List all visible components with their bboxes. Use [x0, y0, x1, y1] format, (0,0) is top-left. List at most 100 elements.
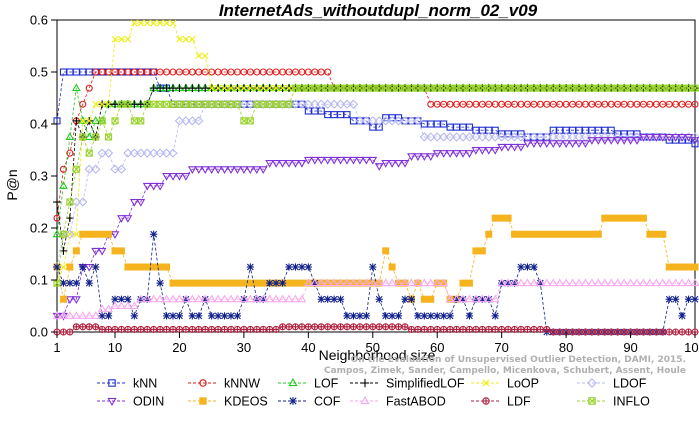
data-point-ldf — [607, 328, 615, 336]
data-point-ldof — [393, 116, 404, 126]
data-point-kdeos — [240, 279, 248, 287]
data-point-ldof — [632, 132, 642, 142]
data-point-cof — [530, 263, 538, 271]
data-point-fastabod — [671, 278, 681, 287]
data-point-odin — [349, 156, 358, 165]
legend-label-fastabod: FastABOD — [386, 395, 446, 409]
data-point-odin — [381, 160, 391, 168]
data-point-cof — [233, 312, 242, 320]
data-point-kdeos — [678, 263, 686, 271]
data-point-ldf — [614, 328, 622, 336]
data-point-kdeos — [98, 230, 106, 238]
series-inflo — [53, 84, 699, 287]
legend-label-kdeos: KDEOS — [224, 395, 268, 409]
data-point-loop — [105, 100, 112, 108]
data-point-cof — [92, 263, 100, 271]
data-point-odin — [510, 143, 519, 152]
data-point-fastabod — [600, 278, 610, 287]
data-point-ldf — [343, 323, 351, 331]
data-point-kdeos — [575, 230, 583, 238]
data-point-cof — [278, 279, 287, 287]
data-point-cof — [195, 312, 203, 320]
data-point-ldf — [414, 325, 422, 333]
data-point-cof — [150, 230, 158, 238]
series-line-inflo — [56, 87, 695, 284]
data-point-ldf — [556, 328, 564, 336]
data-point-cof — [79, 263, 87, 271]
data-point-odin — [581, 140, 590, 148]
data-point-fastabod — [445, 294, 455, 303]
data-point-lof — [65, 132, 75, 140]
data-point-odin — [600, 137, 610, 145]
data-point-odin — [458, 150, 468, 158]
data-point-loop — [111, 35, 119, 43]
data-point-ldf — [601, 328, 609, 336]
data-point-ldof — [438, 132, 449, 142]
data-point-kdeos — [143, 263, 151, 271]
data-point-loop — [188, 35, 196, 43]
data-point-fastabod — [413, 278, 423, 287]
data-point-simplifiedlof — [65, 214, 74, 223]
data-point-lof — [59, 181, 68, 189]
data-point-kdeos — [614, 214, 622, 222]
data-point-ldf — [137, 325, 145, 333]
legend-marker-cof — [289, 397, 297, 405]
data-point-loop — [163, 19, 170, 27]
data-point-ldf — [111, 325, 119, 333]
data-point-ldf — [266, 325, 274, 333]
data-point-odin — [123, 215, 133, 223]
data-point-inflo — [85, 149, 93, 157]
data-point-cof — [369, 263, 377, 271]
data-point-ldf — [188, 325, 196, 333]
data-point-kdeos — [130, 263, 138, 271]
data-point-cof — [85, 279, 93, 287]
data-point-fastabod — [400, 278, 410, 287]
data-point-kdeos — [124, 263, 132, 271]
data-point-ldf — [633, 328, 641, 336]
data-point-loop — [60, 263, 67, 271]
data-point-ldf — [298, 323, 306, 331]
data-point-odin — [477, 147, 487, 155]
data-point-ldf — [156, 325, 164, 333]
data-point-odin — [168, 173, 178, 181]
data-point-simplifiedlof — [53, 198, 61, 206]
data-point-kdeos — [427, 295, 435, 303]
data-point-kdeos — [163, 263, 171, 271]
data-point-ldf — [465, 325, 473, 333]
data-point-ldf — [498, 325, 506, 333]
legend-label-ldf: LDF — [507, 395, 531, 409]
data-point-kdeos — [569, 230, 577, 238]
data-point-knnw — [53, 214, 61, 222]
data-point-kdeos — [511, 230, 519, 238]
data-point-ldf — [478, 325, 486, 333]
y-tick-label: 0.2 — [30, 221, 48, 236]
data-point-fastabod — [407, 278, 416, 287]
x-tick-label: 40 — [301, 340, 315, 355]
data-point-cof — [220, 312, 229, 320]
data-point-fastabod — [484, 294, 494, 303]
data-point-ldof — [129, 148, 140, 158]
series-line-simplifiedlof — [56, 87, 695, 251]
data-point-ldf — [169, 325, 177, 333]
data-point-fastabod — [355, 278, 365, 287]
data-point-loop — [182, 35, 190, 43]
data-point-inflo — [459, 84, 467, 92]
data-point-ldof — [612, 132, 623, 142]
data-point-inflo — [246, 117, 254, 125]
data-point-odin — [252, 166, 262, 174]
data-point-kdeos — [72, 247, 80, 255]
data-point-fastabod — [497, 278, 507, 287]
data-point-odin — [523, 140, 532, 148]
data-point-cof — [214, 312, 222, 320]
data-point-odin — [284, 160, 294, 168]
y-tick-label: 0.5 — [30, 65, 48, 80]
data-point-fastabod — [477, 294, 487, 303]
data-point-ldf — [349, 323, 357, 331]
data-point-fastabod — [278, 294, 287, 303]
data-point-lof — [97, 116, 107, 124]
legend-item-loop: LoOP — [471, 377, 539, 391]
data-point-cof — [246, 263, 254, 271]
x-axis: 1 10 20 30 40 50 60 70 80 90 100 — [53, 332, 699, 355]
data-point-ldf — [195, 325, 203, 333]
data-point-fastabod — [471, 294, 481, 303]
